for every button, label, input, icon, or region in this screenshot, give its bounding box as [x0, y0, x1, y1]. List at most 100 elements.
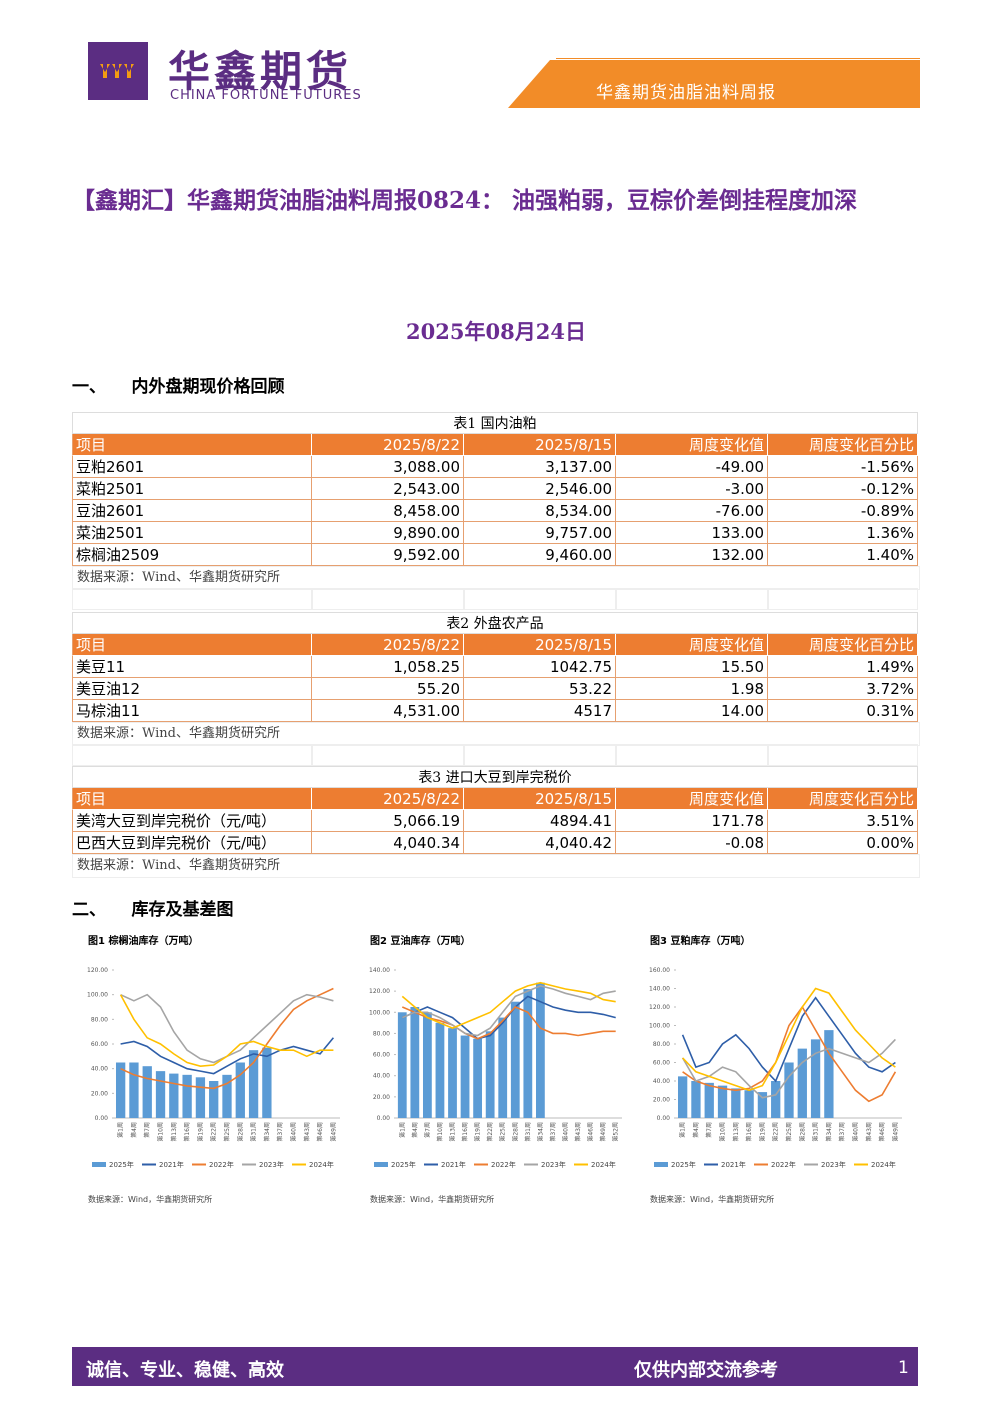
table-cell: 132.00: [616, 544, 768, 566]
bar: [248, 1050, 259, 1118]
table-cell: 8,534.00: [464, 500, 616, 522]
legend-label: 2022年: [209, 1160, 234, 1169]
x-tick-label: 第4周: [130, 1122, 138, 1138]
bar: [129, 1062, 139, 1118]
x-tick-label: 第28周: [798, 1122, 806, 1142]
x-tick-label: 第37周: [549, 1122, 557, 1142]
logo-cn: 华鑫期货: [168, 47, 353, 96]
table-cell: 4,040.34: [312, 832, 464, 854]
bar: [209, 1081, 219, 1118]
y-tick-label: 60.00: [653, 1060, 670, 1067]
table-header-cell: 周度变化百分比: [768, 634, 918, 656]
table-cell: 15.50: [616, 656, 768, 678]
bar: [704, 1082, 714, 1118]
bar: [397, 1012, 407, 1118]
bar: [235, 1062, 245, 1118]
table-cell: 4,531.00: [312, 700, 464, 722]
bar: [115, 1062, 126, 1118]
table-cell: 53.22: [464, 678, 616, 700]
blank-cell: [616, 744, 768, 766]
table-cell: 0.31%: [768, 700, 918, 722]
bar: [460, 1035, 470, 1118]
legend-label: 2022年: [491, 1160, 516, 1169]
bar: [677, 1076, 688, 1118]
bar: [410, 1007, 420, 1118]
x-tick-label: 第40周: [289, 1122, 297, 1142]
x-tick-label: 第10周: [436, 1122, 444, 1142]
report-date: 2025年08月24日: [406, 319, 586, 344]
bar: [784, 1062, 794, 1118]
table-cell: 3.51%: [768, 810, 918, 832]
line-series: [119, 994, 334, 1068]
table-cell: 4,040.42: [464, 832, 616, 854]
bar: [195, 1077, 206, 1118]
table-cell: 1042.75: [464, 656, 616, 678]
x-tick-label: 第1周: [117, 1122, 125, 1138]
legend-label: 2023年: [821, 1160, 846, 1169]
x-tick-label: 第43周: [574, 1122, 582, 1142]
x-tick-label: 第25周: [785, 1122, 793, 1142]
bar: [155, 1071, 166, 1118]
table-cell: 巴西大豆到岸完税价（元/吨）: [72, 832, 312, 854]
table-cell: 55.20: [312, 678, 464, 700]
blank-cell: [768, 744, 918, 766]
x-tick-label: 第10周: [157, 1122, 165, 1142]
bar: [797, 1048, 807, 1118]
bar: [262, 1047, 272, 1118]
logo-icon: [100, 64, 134, 78]
table-cell: 2,543.00: [312, 478, 464, 500]
bar: [485, 1031, 495, 1118]
x-tick-label: 第22周: [486, 1122, 494, 1142]
table-cell: 马棕油11: [72, 700, 312, 722]
table-header-cell: 项目: [72, 788, 312, 810]
x-tick-label: 第46周: [316, 1122, 324, 1142]
x-tick-label: 第22周: [210, 1122, 218, 1142]
y-tick-label: 120.00: [649, 1004, 670, 1011]
table-cell: 1.40%: [768, 544, 918, 566]
x-tick-label: 第13周: [732, 1122, 740, 1142]
table-cell: -76.00: [616, 500, 768, 522]
bar: [757, 1092, 768, 1118]
legend-label: 2021年: [159, 1160, 184, 1169]
line-series: [401, 981, 616, 1029]
table-cell: 9,592.00: [312, 544, 464, 566]
bar: [422, 1012, 432, 1118]
footer-band: [72, 1347, 918, 1386]
chart-source: 数据来源：Wind，华鑫期货研究所: [88, 1194, 212, 1204]
x-tick-label: 第52周: [612, 1122, 620, 1142]
x-tick-label: 第1周: [679, 1122, 687, 1138]
y-tick-label: 0.00: [95, 1115, 109, 1122]
table-cell: -1.56%: [768, 456, 918, 478]
table-cell: -3.00: [616, 478, 768, 500]
x-tick-label: 第31周: [812, 1122, 820, 1142]
x-tick-label: 第22周: [772, 1122, 780, 1142]
x-tick-label: 第40周: [851, 1122, 859, 1142]
bar: [824, 1030, 834, 1118]
bar: [535, 982, 545, 1118]
legend-label: 2024年: [591, 1160, 616, 1169]
x-tick-label: 第13周: [170, 1122, 178, 1142]
y-tick-label: 40.00: [91, 1066, 108, 1073]
table-cell: 1.98: [616, 678, 768, 700]
table-cell: 棕榈油2509: [72, 544, 312, 566]
table-cell: 美湾大豆到岸完税价（元/吨）: [72, 810, 312, 832]
report-title: 【鑫期汇】华鑫期货油脂油料周报0824： 油强粕弱，豆棕价差倒挂程度加深: [72, 187, 858, 214]
footer-notice: 仅供内部交流参考: [634, 1360, 778, 1381]
table-cell: 1.49%: [768, 656, 918, 678]
line-series: [682, 1005, 897, 1103]
x-tick-label: 第34周: [263, 1122, 271, 1142]
table-cell: 3.72%: [768, 678, 918, 700]
table-header-cell: 周度变化百分比: [768, 434, 918, 456]
x-tick-label: 第28周: [236, 1122, 244, 1142]
report-name: 华鑫期货油脂油料周报: [596, 83, 776, 103]
x-tick-label: 第49周: [329, 1122, 337, 1142]
legend-label: 2025年: [391, 1160, 416, 1169]
y-tick-label: 20.00: [91, 1090, 108, 1097]
legend-label: 2021年: [441, 1160, 466, 1169]
x-tick-label: 第43周: [303, 1122, 311, 1142]
table-cell: 9,890.00: [312, 522, 464, 544]
bar: [435, 1022, 445, 1118]
footer-motto: 诚信、专业、稳健、高效: [86, 1360, 284, 1381]
table-cell: 豆油2601: [72, 500, 312, 522]
x-tick-label: 第16周: [461, 1122, 469, 1142]
